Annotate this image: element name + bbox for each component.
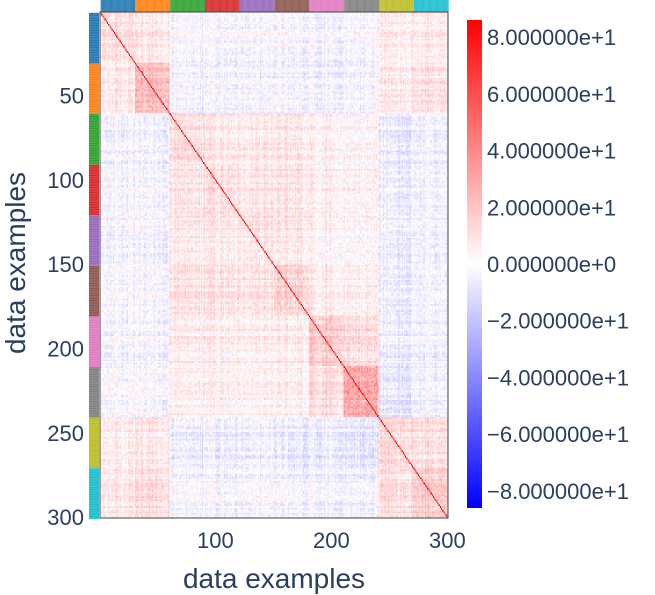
colorbar-tick-label: 0.000000e+0	[487, 252, 616, 277]
class-group-left-7	[89, 316, 99, 368]
y-axis-ticks: 50 100 150 200 250 300	[47, 83, 84, 530]
y-tick-label: 50	[60, 83, 84, 108]
colorbar-tick-label: −8.000000e+1	[487, 479, 629, 504]
colorbar-ticks: 8.000000e+1 6.000000e+1 4.000000e+1 2.00000…	[487, 25, 629, 504]
colorbar-tick-label: 4.000000e+1	[487, 139, 616, 164]
class-group-top-7	[309, 0, 345, 12]
x-axis-title: data examples	[183, 563, 365, 594]
class-group-left-3	[89, 113, 99, 165]
y-tick-label: 100	[47, 168, 84, 193]
colorbar-tick-label: −6.000000e+1	[487, 422, 629, 447]
x-axis-ticks: 100 200 300	[197, 528, 466, 553]
x-tick-label: 100	[197, 528, 234, 553]
class-group-left-2	[89, 63, 99, 115]
class-group-top-6	[274, 0, 310, 12]
class-group-top-4	[204, 0, 240, 12]
x-tick-label: 200	[313, 528, 350, 553]
x-tick-label: 300	[429, 528, 466, 553]
colorbar-tick-label: 8.000000e+1	[487, 25, 616, 50]
class-group-left-6	[89, 265, 99, 317]
class-color-bar-top	[100, 0, 449, 12]
class-group-left-4	[89, 164, 99, 216]
y-tick-label: 300	[47, 505, 84, 530]
heatmap-cells	[100, 12, 448, 518]
class-group-left-9	[89, 417, 99, 469]
colorbar-tick-label: −2.000000e+1	[487, 309, 629, 334]
class-color-bar-left	[89, 12, 99, 519]
class-group-top-9	[378, 0, 414, 12]
class-group-top-2	[135, 0, 171, 12]
class-group-top-5	[239, 0, 275, 12]
class-group-left-8	[89, 366, 99, 418]
heatmap-image	[100, 12, 448, 518]
class-group-top-1	[100, 0, 136, 12]
class-group-top-8	[343, 0, 379, 12]
class-group-left-1	[89, 12, 99, 64]
class-group-left-5	[89, 215, 99, 266]
y-axis-title: data examples	[0, 172, 31, 354]
y-tick-label: 250	[47, 421, 84, 446]
colorbar-tick-label: 2.000000e+1	[487, 195, 616, 220]
y-tick-label: 200	[47, 336, 84, 361]
class-group-left-10	[89, 468, 99, 519]
colorbar	[467, 20, 482, 508]
colorbar-tick-label: 6.000000e+1	[487, 82, 616, 107]
y-tick-label: 150	[47, 252, 84, 277]
class-group-top-10	[413, 0, 449, 12]
class-group-top-3	[169, 0, 205, 12]
colorbar-tick-label: −4.000000e+1	[487, 365, 629, 390]
plot-frame	[99, 11, 449, 519]
